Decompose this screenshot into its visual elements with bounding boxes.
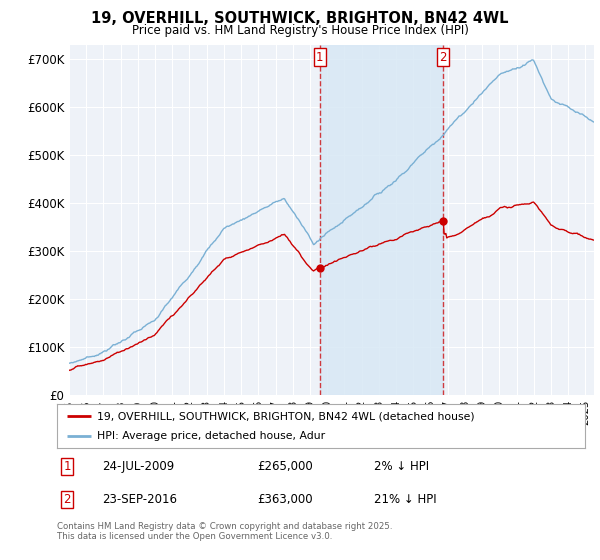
Text: 19, OVERHILL, SOUTHWICK, BRIGHTON, BN42 4WL: 19, OVERHILL, SOUTHWICK, BRIGHTON, BN42 …	[91, 11, 509, 26]
Text: Price paid vs. HM Land Registry's House Price Index (HPI): Price paid vs. HM Land Registry's House …	[131, 24, 469, 36]
Text: 21% ↓ HPI: 21% ↓ HPI	[374, 493, 436, 506]
Text: £363,000: £363,000	[257, 493, 313, 506]
Text: 24-JUL-2009: 24-JUL-2009	[102, 460, 174, 473]
Text: 1: 1	[64, 460, 71, 473]
Text: Contains HM Land Registry data © Crown copyright and database right 2025.
This d: Contains HM Land Registry data © Crown c…	[57, 522, 392, 542]
Text: 2: 2	[439, 50, 447, 63]
Text: 2: 2	[64, 493, 71, 506]
Text: 1: 1	[316, 50, 323, 63]
Text: 2% ↓ HPI: 2% ↓ HPI	[374, 460, 429, 473]
Text: £265,000: £265,000	[257, 460, 313, 473]
Text: 19, OVERHILL, SOUTHWICK, BRIGHTON, BN42 4WL (detached house): 19, OVERHILL, SOUTHWICK, BRIGHTON, BN42 …	[97, 411, 474, 421]
Text: 23-SEP-2016: 23-SEP-2016	[102, 493, 177, 506]
Text: HPI: Average price, detached house, Adur: HPI: Average price, detached house, Adur	[97, 431, 325, 441]
Bar	[320, 45, 443, 395]
